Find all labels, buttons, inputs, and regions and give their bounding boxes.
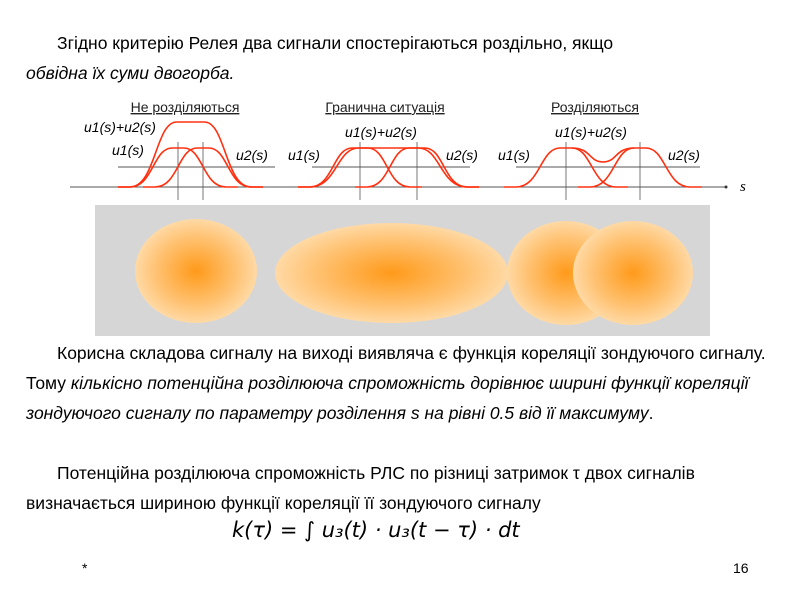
panel-title-3: Розділяються — [551, 99, 639, 115]
sum-label-2: u1(s)+u2(s) — [345, 124, 417, 140]
u2-label-1: u2(s) — [236, 147, 268, 163]
sum-label-1: u1(s)+u2(s) — [84, 119, 156, 135]
axis-label: s — [740, 179, 746, 195]
blob-merged — [275, 223, 508, 323]
blob-single — [135, 219, 257, 323]
axis-arrow-icon — [724, 185, 728, 189]
u2-label-3: u2(s) — [668, 147, 700, 163]
u1-label-1: u1(s) — [112, 142, 144, 158]
correlation-formula: k(τ) = ∫ u₃(t) · u₃(t − τ) · dt — [232, 518, 520, 542]
rayleigh-diagram: s Не розділяються u1(s)+u2(s) u1(s) u2(s) Гра… — [70, 99, 746, 200]
sum-curve-2 — [298, 147, 479, 188]
panel-title-1: Не розділяються — [131, 99, 240, 115]
u1-curve-1 — [118, 147, 238, 188]
delay-paragraph: Потенційна розділююча спроможність РЛС п… — [26, 463, 695, 513]
u2-label-2: u2(s) — [446, 147, 478, 163]
intro-line2: обвідна їх суми двогорба. — [26, 63, 235, 83]
blob-right — [573, 221, 693, 325]
correlation-paragraph: Корисна складова сигналу на виході виявл… — [26, 338, 776, 428]
sum-curve-3 — [571, 147, 635, 163]
intro-line1: Згідно критерію Релея два сигнали спосте… — [57, 33, 614, 53]
para2-end: . — [648, 403, 654, 423]
u2-curve-1 — [143, 147, 263, 188]
u1-label-2: u1(s) — [288, 147, 320, 163]
page-number: 16 — [733, 560, 749, 576]
u2-curve-3 — [578, 147, 702, 188]
sum-curve-1 — [118, 121, 263, 188]
para2-text: Корисна складова сигналу на виході виявл… — [26, 343, 766, 393]
u1-label-3: u1(s) — [498, 147, 530, 163]
sum-label-3: u1(s)+u2(s) — [555, 124, 627, 140]
panel-title-2: Гранична ситуація — [325, 99, 444, 115]
para2-italic: кількісно потенційна розділююча спроможн… — [26, 373, 749, 423]
intro-paragraph: Згідно критерію Релея два сигнали спосте… — [26, 28, 776, 88]
resolution-blobs — [95, 205, 710, 336]
footer-mark: * — [82, 560, 88, 576]
u1-curve-3 — [504, 147, 628, 188]
